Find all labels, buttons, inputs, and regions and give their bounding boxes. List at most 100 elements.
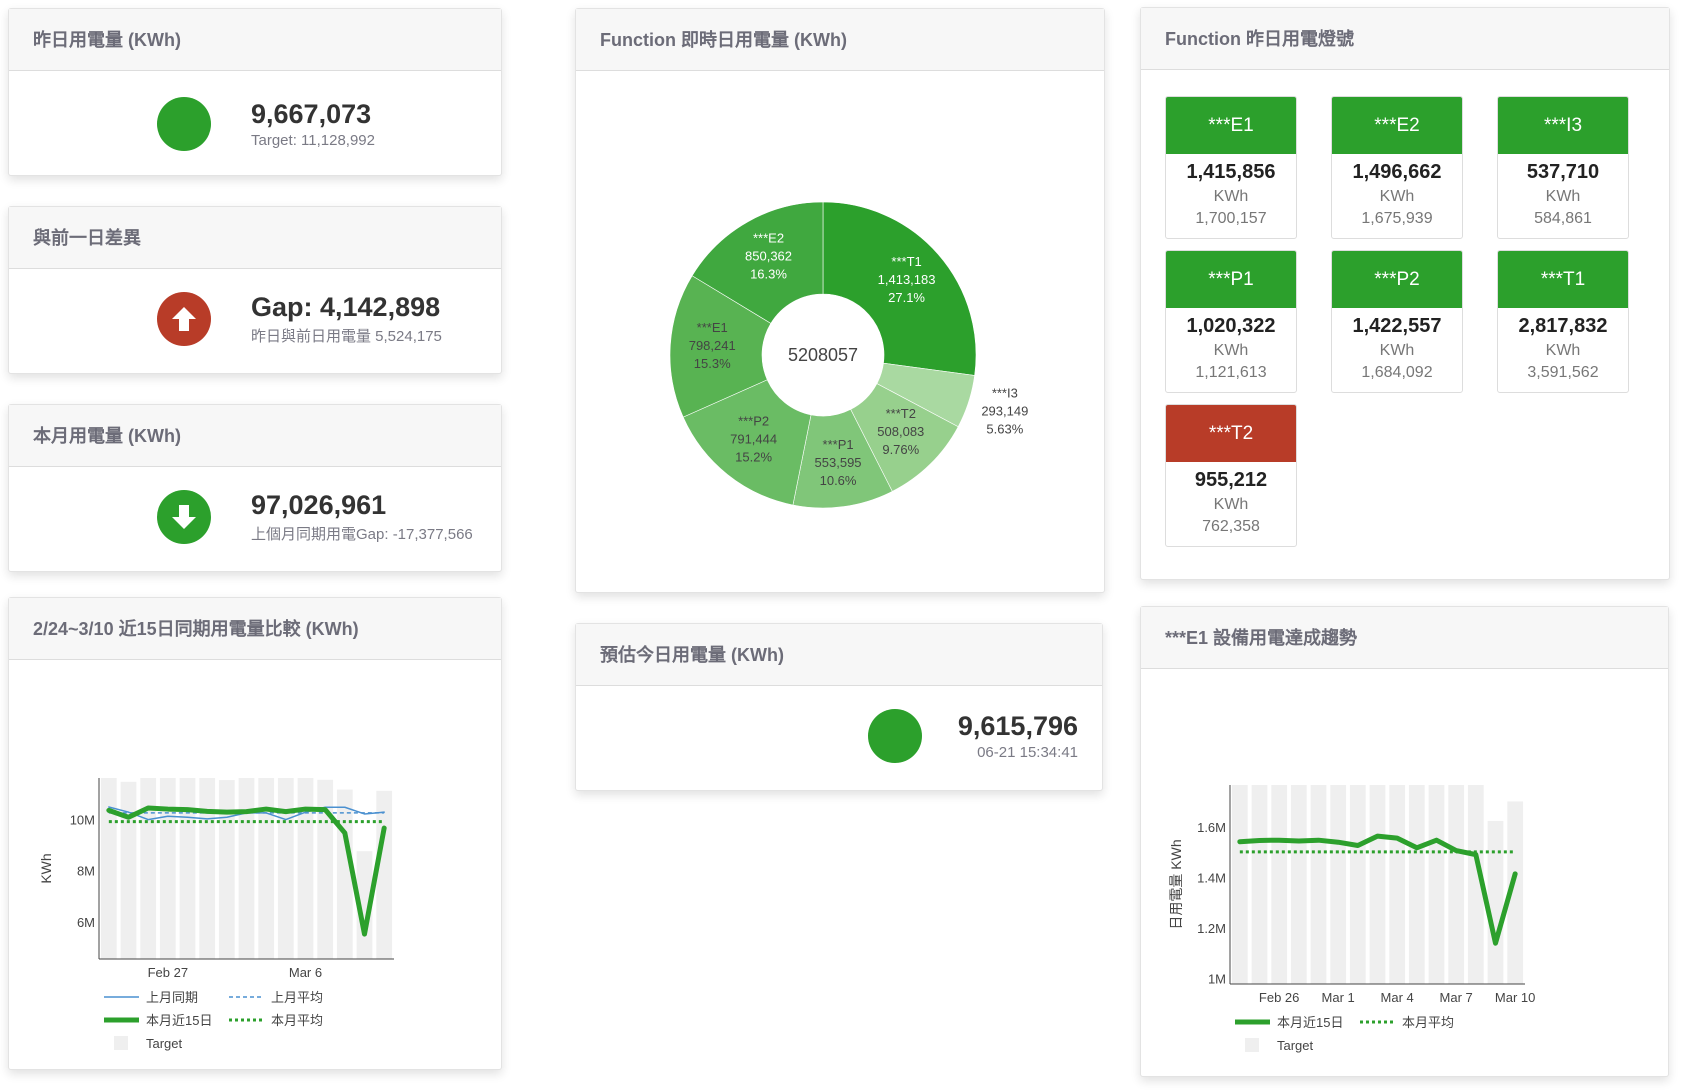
- light-tile[interactable]: ***T1 2,817,832 KWh 3,591,562: [1497, 250, 1629, 393]
- slice-label: 10.6%: [820, 473, 857, 488]
- target-bar: [1487, 820, 1504, 984]
- legend-swatch: [1245, 1038, 1259, 1052]
- slice-label: ***E1: [697, 320, 728, 335]
- card-title: Function 昨日用電燈號: [1141, 8, 1669, 70]
- forecast-card: 預估今日用電量 (KWh) 9,615,796 06-21 15:34:41: [575, 623, 1103, 791]
- x-tick-label: Mar 1: [1322, 990, 1355, 1005]
- target-bar: [199, 778, 216, 959]
- tile-name: ***P2: [1332, 251, 1462, 308]
- target-bar: [1408, 785, 1425, 984]
- tile-target: 3,591,562: [1527, 364, 1599, 381]
- tile-unit: KWh: [1545, 188, 1581, 205]
- month-sub: 上個月同期用電Gap: -17,377,566: [251, 526, 473, 543]
- forecast-value: 9,615,796: [957, 711, 1078, 741]
- slice-label: 1,413,183: [878, 272, 936, 287]
- slice-label: 27.1%: [888, 290, 925, 305]
- target-bar: [159, 778, 176, 959]
- legend-label: 本月近15日: [1277, 1015, 1343, 1030]
- card-title: 2/24~3/10 近15日同期用電量比較 (KWh): [9, 598, 501, 660]
- slice-label: ***T2: [886, 406, 916, 421]
- y-tick-label: 1M: [1208, 972, 1226, 987]
- arrow-down-circle-icon: [157, 490, 211, 544]
- donut-slice: [822, 201, 977, 376]
- legend-label: 上月同期: [146, 990, 198, 1005]
- card-title: 與前一日差異: [9, 207, 501, 269]
- compare-chart-card: 2/24~3/10 近15日同期用電量比較 (KWh) 6M 8M 10M Feb 2…: [8, 597, 502, 1070]
- target-bar: [179, 778, 196, 959]
- light-tile[interactable]: ***P1 1,020,322 KWh 1,121,613: [1165, 250, 1297, 393]
- light-tile[interactable]: ***E2 1,496,662 KWh 1,675,939: [1331, 96, 1463, 239]
- tile-value: 955,212: [1194, 469, 1268, 491]
- tile-target: 1,700,157: [1195, 210, 1267, 227]
- target-bar: [1428, 785, 1445, 984]
- y-axis-label: 日用電量 KWh: [1168, 839, 1184, 929]
- legend-label: Target: [1277, 1038, 1314, 1053]
- card-title: Function 即時日用電量 (KWh): [576, 9, 1104, 71]
- slice-label: 798,241: [689, 338, 736, 353]
- target-bar: [218, 780, 235, 959]
- light-tile[interactable]: ***E1 1,415,856 KWh 1,700,157: [1165, 96, 1297, 239]
- light-tile[interactable]: ***T2 955,212 KWh 762,358: [1165, 404, 1297, 547]
- green-circle-icon: [157, 97, 211, 151]
- tile-unit: KWh: [1213, 342, 1249, 359]
- month-value: 97,026,961: [251, 490, 387, 520]
- tile-value: 2,817,832: [1518, 315, 1608, 337]
- x-tick-label: Mar 7: [1440, 990, 1473, 1005]
- slice-label: ***P1: [823, 437, 854, 452]
- tile-name: ***T2: [1166, 405, 1296, 462]
- light-tile[interactable]: ***I3 537,710 KWh 584,861: [1497, 96, 1629, 239]
- x-tick-label: Feb 26: [1259, 990, 1299, 1005]
- target-bar: [277, 778, 294, 959]
- target-bar: [1271, 785, 1288, 984]
- tile-target: 1,121,613: [1195, 364, 1267, 381]
- tile-value: 1,422,557: [1352, 315, 1442, 337]
- slice-label: 15.2%: [735, 450, 772, 465]
- realtime-card: Function 即時日用電量 (KWh) ***T1 1,413,183 27.1…: [575, 8, 1105, 593]
- light-tile[interactable]: ***P2 1,422,557 KWh 1,684,092: [1331, 250, 1463, 393]
- slice-label: 16.3%: [750, 266, 787, 281]
- x-tick-label: Feb 27: [148, 965, 188, 980]
- slice-label: 5.63%: [986, 421, 1023, 436]
- slice-label: ***T1: [891, 254, 921, 269]
- target-bar: [1448, 785, 1465, 984]
- gap-sub: 昨日與前日用電量 5,524,175: [251, 328, 442, 345]
- tile-target: 584,861: [1534, 210, 1592, 227]
- target-bar: [1507, 801, 1524, 984]
- legend-label: 本月近15日: [146, 1013, 212, 1028]
- target-bar: [238, 778, 255, 959]
- tile-name: ***P1: [1166, 251, 1296, 308]
- tile-unit: KWh: [1213, 496, 1249, 513]
- y-axis-label: KWh: [38, 853, 54, 883]
- tile-unit: KWh: [1379, 342, 1415, 359]
- slice-label: 553,595: [815, 455, 862, 470]
- slice-label: 293,149: [981, 403, 1028, 418]
- y-tick-label: 1.2M: [1197, 921, 1226, 936]
- green-circle-icon: [867, 709, 922, 763]
- donut-center-label: 5208057: [788, 345, 858, 365]
- yesterday-card: 昨日用電量 (KWh) 9,667,073 Target: 11,128,992: [8, 8, 502, 176]
- target-bar: [1349, 785, 1366, 984]
- y-tick-label: 10M: [70, 812, 95, 827]
- target-bar: [317, 779, 334, 959]
- slice-label: ***E2: [753, 230, 784, 245]
- x-tick-label: Mar 4: [1381, 990, 1414, 1005]
- donut-slice: [691, 201, 824, 324]
- legend-label: 本月平均: [271, 1013, 323, 1028]
- slice-label: 15.3%: [694, 356, 731, 371]
- donut-slice: [669, 275, 772, 418]
- x-tick-label: Mar 10: [1495, 990, 1535, 1005]
- target-bar: [1369, 785, 1386, 984]
- y-tick-label: 8M: [77, 864, 95, 879]
- slice-label: 9.76%: [882, 442, 919, 457]
- slice-label: ***P2: [738, 414, 769, 429]
- slice-label: 791,444: [730, 432, 777, 447]
- y-tick-label: 6M: [77, 915, 95, 930]
- tile-name: ***T1: [1498, 251, 1628, 308]
- slice-label: ***I3: [992, 385, 1018, 400]
- target-bar: [356, 851, 373, 959]
- donut-chart: ***T1 1,413,183 27.1% ***I3 293,149 5.63% ***T…: [669, 201, 1028, 509]
- target-bar: [120, 781, 137, 959]
- trend-chart: 1M 1.2M 1.4M 1.6M Feb 26 Mar 1 Mar 4 Mar 7 Mar 1…: [1168, 785, 1535, 1053]
- slice-label: 850,362: [745, 248, 792, 263]
